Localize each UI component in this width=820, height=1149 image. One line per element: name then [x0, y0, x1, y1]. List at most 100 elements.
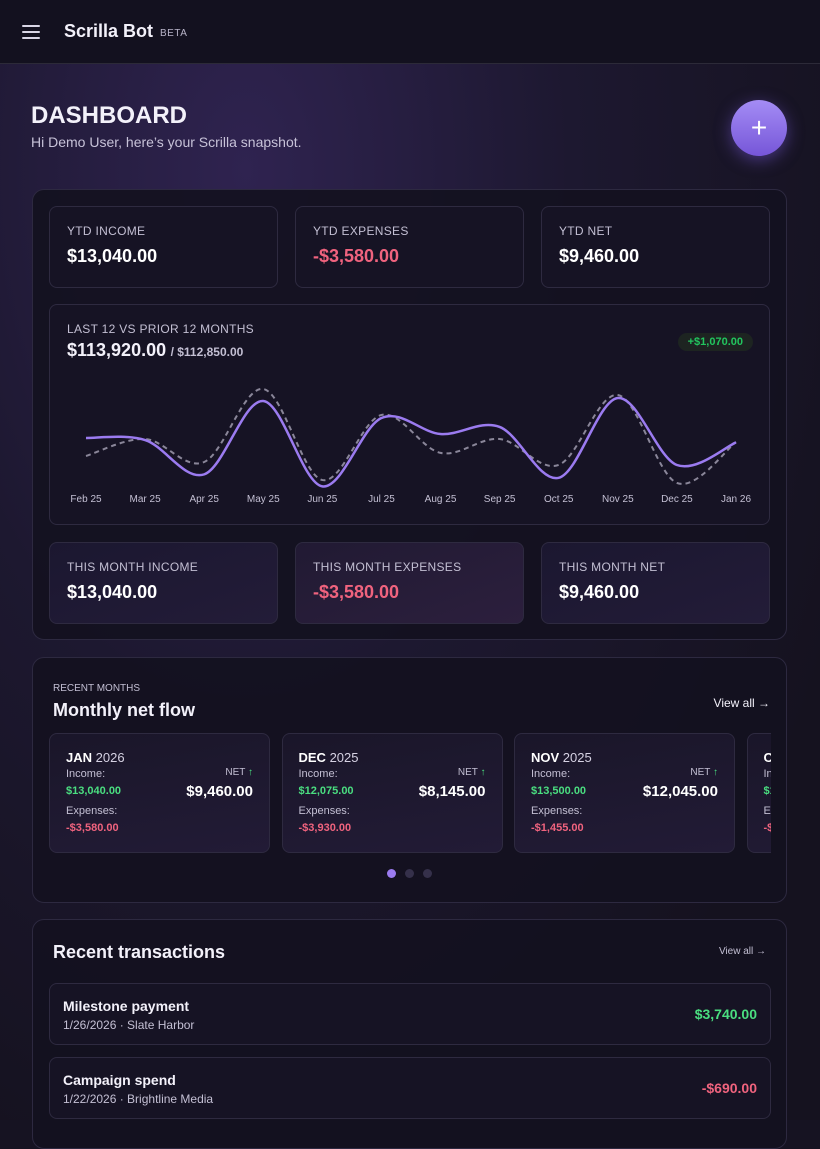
- month-card[interactable]: NOV 2025 Income: $13,500.00 Expenses: -$…: [514, 733, 735, 853]
- month-name: NOV: [531, 750, 560, 765]
- month-net-value: $9,460.00: [559, 582, 640, 602]
- income-label: Income:: [66, 768, 106, 780]
- income-value: $13,040.00: [66, 785, 122, 797]
- month-income-label: THIS MONTH INCOME: [67, 560, 199, 574]
- income-label: Income:: [763, 768, 772, 780]
- monthly-carousel[interactable]: JAN 2026 Income: $13,040.00 Expenses: -$…: [49, 658, 772, 902]
- monthly-eyebrow: RECENT MONTHS: [53, 683, 141, 694]
- expenses-value: -$: [763, 822, 772, 834]
- month-card[interactable]: OCT Income: $1 Expenses: -$ NET ↑: [746, 733, 772, 853]
- current-total: $113,920.00: [67, 340, 167, 360]
- arrow-up-icon: ↑: [480, 767, 486, 778]
- transaction-row[interactable]: Campaign spend 1/22/2026 · Brightline Me…: [49, 1057, 771, 1119]
- arrow-up-icon: ↑: [713, 767, 718, 778]
- prior-total: / $112,850.00: [170, 345, 244, 359]
- month-expenses-label: THIS MONTH EXPENSES: [313, 560, 462, 574]
- transaction-amount: -$690.00: [701, 1080, 757, 1096]
- arrow-up-icon: ↑: [248, 767, 253, 778]
- month-card-period: NOV 2025: [531, 750, 592, 765]
- month-name: DEC: [298, 750, 326, 765]
- month-card[interactable]: DEC 2025 Income: $12,075.00 Expenses: -$…: [281, 733, 503, 853]
- month-card-period: JAN 2026: [66, 750, 125, 765]
- month-net-card: THIS MONTH NET $9,460.00: [541, 542, 770, 624]
- carousel-dot-2[interactable]: [405, 869, 414, 878]
- income-label: Income:: [298, 768, 338, 780]
- add-button[interactable]: +: [731, 100, 787, 156]
- carousel-dot-1[interactable]: [387, 869, 396, 878]
- transaction-meta: 1/26/2026 · Slate Harbor: [63, 1018, 195, 1032]
- transaction-name: Milestone payment: [63, 998, 190, 1014]
- month-net-label: THIS MONTH NET: [559, 560, 666, 574]
- x-axis-label: Feb 25: [70, 494, 102, 505]
- summary-panel: YTD INCOME $13,040.00 YTD EXPENSES -$3,5…: [32, 189, 787, 640]
- expenses-label: Expenses:: [298, 805, 350, 817]
- comparison-totals: $113,920.00 / $112,850.00: [67, 340, 243, 361]
- x-axis-label: May 25: [246, 494, 280, 505]
- ytd-net-value: $9,460.00: [559, 246, 640, 266]
- net-value: $9,460.00: [186, 783, 253, 800]
- expenses-value: -$3,580.00: [66, 822, 119, 834]
- net-label-text: NET: [457, 767, 478, 778]
- month-card[interactable]: JAN 2026 Income: $13,040.00 Expenses: -$…: [49, 733, 270, 853]
- comparison-chart-card: LAST 12 VS PRIOR 12 MONTHS $113,920.00 /…: [49, 304, 770, 525]
- page-subtitle: Hi Demo User, here’s your Scrilla snapsh…: [31, 134, 302, 150]
- month-income-value: $13,040.00: [67, 582, 158, 602]
- month-name: JAN: [66, 750, 93, 765]
- ytd-expenses-value: -$3,580.00: [313, 246, 400, 266]
- month-year: 2025: [329, 750, 359, 765]
- ytd-income-value: $13,040.00: [67, 246, 158, 266]
- beta-badge: BETA: [160, 28, 188, 39]
- ytd-net-card: YTD NET $9,460.00: [541, 206, 770, 288]
- recent-transactions-panel: Recent transactions View all → Milestone…: [32, 919, 787, 1149]
- x-axis-label: Jan 26: [720, 494, 752, 505]
- net-label: NET ↑: [690, 767, 718, 778]
- expenses-label: Expenses:: [763, 805, 772, 817]
- x-axis-label: Nov 25: [601, 494, 634, 505]
- income-value: $1: [763, 785, 772, 797]
- expenses-label: Expenses:: [531, 805, 583, 817]
- current-period-line: [85, 396, 737, 488]
- net-value: $12,045.00: [642, 783, 718, 800]
- month-income-card: THIS MONTH INCOME $13,040.00: [49, 542, 278, 624]
- x-axis-label: Aug 25: [424, 494, 457, 505]
- month-expenses-card: THIS MONTH EXPENSES -$3,580.00: [295, 542, 524, 624]
- month-name: OCT: [764, 750, 772, 765]
- top-bar: Scrilla Bot BETA: [0, 0, 820, 64]
- x-axis-label: Oct 25: [543, 494, 574, 505]
- delta-badge: +$1,070.00: [677, 333, 753, 351]
- transaction-meta: 1/22/2026 · Brightline Media: [63, 1092, 214, 1106]
- x-axis-label: Dec 25: [661, 494, 693, 505]
- net-label: NET ↑: [458, 767, 486, 778]
- monthly-title: Monthly net flow: [53, 700, 195, 720]
- income-label: Income:: [531, 768, 571, 780]
- x-axis-label: Mar 25: [129, 494, 161, 505]
- net-label-text: NET: [690, 767, 711, 778]
- page-title: DASHBOARD: [31, 102, 187, 129]
- month-card-period: OCT: [764, 750, 772, 765]
- transaction-amount: $3,740.00: [694, 1006, 757, 1022]
- ytd-net-label: YTD NET: [559, 224, 613, 238]
- month-year: 2025: [562, 750, 592, 765]
- monthly-view-all-link[interactable]: View all →: [713, 696, 770, 710]
- ytd-expenses-card: YTD EXPENSES -$3,580.00: [295, 206, 524, 288]
- expenses-label: Expenses:: [66, 805, 118, 817]
- ytd-income-label: YTD INCOME: [67, 224, 146, 238]
- transactions-title: Recent transactions: [53, 942, 226, 962]
- net-label-text: NET: [225, 767, 246, 778]
- transactions-view-all-link[interactable]: View all →: [718, 946, 766, 957]
- income-value: $12,075.00: [298, 785, 354, 797]
- app-name: Scrilla Bot: [64, 21, 154, 41]
- month-expenses-value: -$3,580.00: [313, 582, 400, 602]
- transaction-name: Campaign spend: [63, 1072, 176, 1088]
- x-axis-label: Jul 25: [368, 494, 395, 505]
- x-axis-label: Apr 25: [189, 494, 219, 505]
- net-label: NET ↑: [225, 767, 253, 778]
- ytd-expenses-label: YTD EXPENSES: [313, 224, 409, 238]
- transaction-row[interactable]: Milestone payment 1/26/2026 · Slate Harb…: [49, 983, 771, 1045]
- hamburger-icon[interactable]: [22, 25, 40, 39]
- carousel-dot-3[interactable]: [423, 869, 432, 878]
- month-card-period: DEC 2025: [299, 750, 359, 765]
- expenses-value: -$1,455.00: [531, 822, 584, 834]
- comparison-line-chart: [85, 387, 737, 488]
- month-year: 2026: [95, 750, 125, 765]
